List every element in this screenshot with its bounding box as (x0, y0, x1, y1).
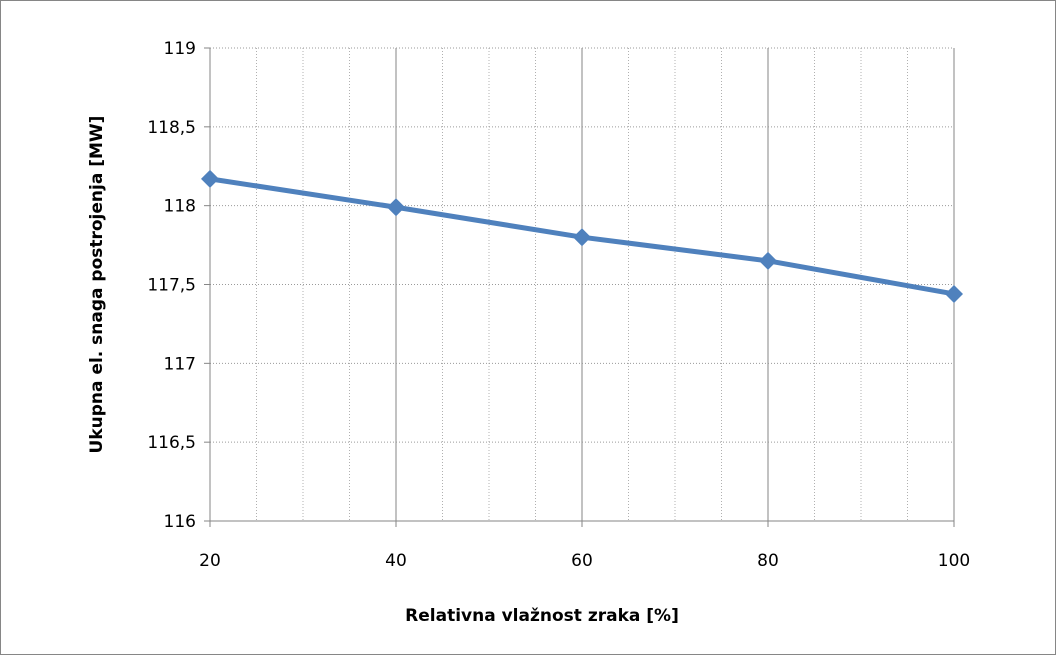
series (201, 169, 963, 303)
x-tick-label: 60 (571, 551, 593, 571)
x-tick-label: 20 (199, 551, 221, 571)
data-point-marker (573, 228, 591, 247)
y-tick-label: 117 (164, 354, 196, 374)
axes (204, 47, 955, 527)
y-tick-label: 117,5 (147, 276, 196, 296)
data-point-marker (759, 251, 777, 270)
y-tick-label: 119 (164, 39, 196, 59)
grid (210, 47, 955, 521)
data-point-marker (201, 169, 219, 188)
y-tick-label: 116,5 (147, 433, 196, 453)
y-tick-label: 118,5 (147, 118, 196, 138)
y-tick-label: 116 (164, 512, 196, 532)
data-point-marker (387, 198, 405, 217)
x-tick-label: 100 (938, 551, 970, 571)
y-axis-title: Ukupna el. snaga postrojenja [MW] (87, 116, 107, 454)
x-tick-label: 80 (757, 551, 779, 571)
tick-labels: 116 116,5 117 117,5 118 118,5 119 20 40 60 80 100 (147, 39, 970, 571)
data-point-marker (945, 284, 963, 303)
x-axis-title: Relativna vlažnost zraka [%] (405, 606, 679, 626)
y-tick-label: 118 (164, 197, 196, 217)
x-tick-label: 40 (385, 551, 407, 571)
